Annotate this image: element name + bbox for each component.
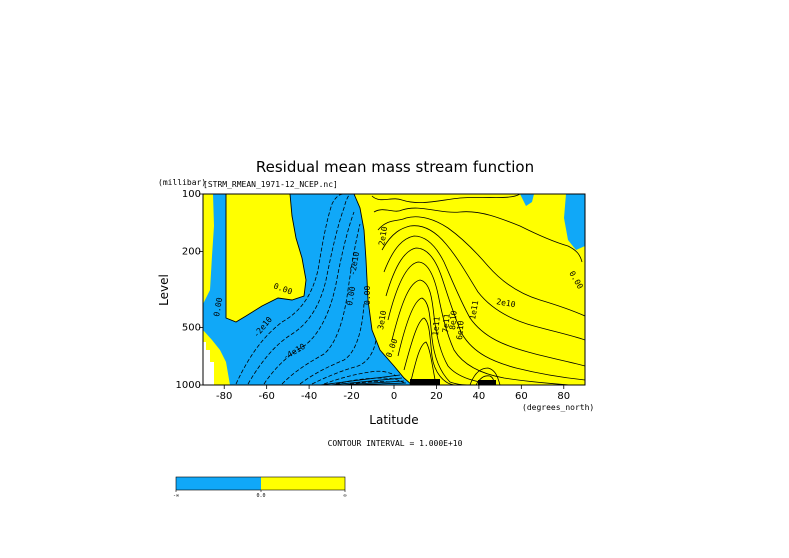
x-tick-label: -40 xyxy=(301,391,317,402)
contour-label: 3e10 xyxy=(376,310,388,331)
x-tick-label: -80 xyxy=(216,391,232,402)
y-tick-label: 100 xyxy=(182,189,201,200)
negative-patch-topright xyxy=(520,194,534,206)
x-tick-label: 80 xyxy=(557,391,570,402)
contour-label: 1e11 xyxy=(431,316,442,336)
surface-dense-contours xyxy=(319,374,496,385)
x-units-label: (degrees_north) xyxy=(522,403,594,412)
y-axis-label: Level xyxy=(157,274,171,306)
negative-region xyxy=(203,194,412,385)
x-axis: -80 -60 -40 -20 0 20 40 60 80 xyxy=(216,385,570,402)
y-tick-label: 1000 xyxy=(176,380,201,391)
contour-label: 0.00 xyxy=(212,297,224,318)
white-gap-lowleft xyxy=(203,342,214,385)
y-tick-label: 500 xyxy=(182,323,201,334)
contour-label: 1e11 xyxy=(468,300,480,321)
contour-label: 6e10 xyxy=(455,320,466,340)
y-units-label: (millibar) xyxy=(158,178,206,187)
colorbar-frame xyxy=(175,476,346,491)
contour-label: 0.00 xyxy=(363,286,372,305)
zero-contours xyxy=(225,194,413,385)
colorbar-label: 0.0 xyxy=(256,493,265,499)
negative-patch-right xyxy=(564,194,585,250)
x-axis-label: Latitude xyxy=(369,413,418,427)
x-tick-label: 40 xyxy=(473,391,486,402)
dense-contour-lines xyxy=(319,374,407,385)
dense-contour-patch-1 xyxy=(410,379,440,385)
x-tick-label: 60 xyxy=(515,391,528,402)
y-tick-label: 200 xyxy=(182,246,201,257)
contour-label: 8e10 xyxy=(448,310,459,330)
x-tick-label: -20 xyxy=(343,391,359,402)
positive-contours xyxy=(371,194,585,385)
positive-patch-left xyxy=(203,194,214,304)
y-axis: 1000 500 200 100 xyxy=(176,189,203,391)
colorbar: -∞ 0.0 ∞ xyxy=(173,476,347,499)
contour-label: 2e10 xyxy=(377,226,389,247)
positive-patch-midlat xyxy=(256,194,302,292)
contour-label: 2e10 xyxy=(496,297,517,309)
chart-title: Residual mean mass stream function xyxy=(256,158,534,176)
dense-contour-patch-2 xyxy=(478,380,496,385)
contour-label: -2e10 xyxy=(348,251,361,276)
colorbar-positive-swatch xyxy=(261,477,345,490)
colorbar-label: ∞ xyxy=(343,493,346,499)
contour-interval-text: CONTOUR INTERVAL = 1.000E+10 xyxy=(328,439,463,448)
x-tick-label: 20 xyxy=(430,391,443,402)
contour-label: 0.00 xyxy=(345,286,357,307)
colorbar-label: -∞ xyxy=(173,493,179,499)
x-tick-label: -60 xyxy=(258,391,274,402)
contour-label: 7e11 xyxy=(441,313,452,333)
chart-subtitle: [STRM_RMEAN_1971-12_NCEP.nc] xyxy=(203,180,338,189)
colorbar-negative-swatch xyxy=(176,477,261,490)
x-tick-label: 0 xyxy=(391,391,397,402)
plot-area: 0.00 0.00 -2e10 -4e10 0.00 -2e10 0.00 2e… xyxy=(203,194,585,385)
